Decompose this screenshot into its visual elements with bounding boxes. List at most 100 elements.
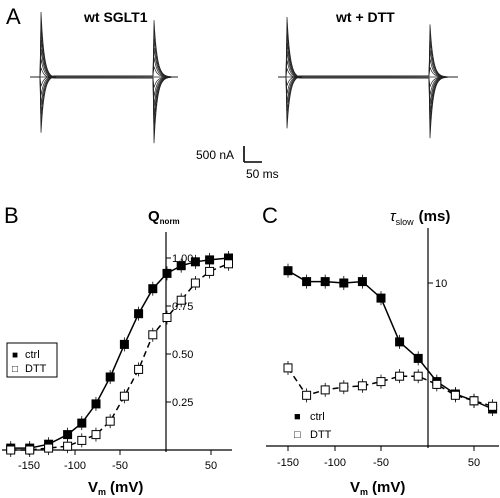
panel-c-legend-marker-ctrl: ■ bbox=[294, 411, 301, 423]
panel-c-point-DTT bbox=[469, 396, 479, 406]
panel-c-ylabel-unit: (ms) bbox=[419, 208, 451, 225]
panel-c-point-DTT bbox=[357, 381, 367, 391]
panel-label-b: B bbox=[4, 203, 19, 228]
panel-c-point-DTT bbox=[302, 390, 312, 400]
panel-b-point-DTT bbox=[6, 445, 16, 455]
panel-label-a: A bbox=[6, 4, 21, 29]
panel-b-point-DTT bbox=[176, 295, 186, 305]
panel-c-point-DTT bbox=[320, 385, 330, 395]
panel-c-x-tick-label: -150 bbox=[277, 457, 299, 469]
panel-b: B Qnorm Vm (mV) -150 -100 -50 50 1.00 0.7… bbox=[2, 203, 233, 497]
panel-b-ylabel-main: Q bbox=[148, 208, 160, 225]
panel-c-x-tick-label: -50 bbox=[373, 457, 389, 469]
panel-b-legend-label-ctrl: ctrl bbox=[25, 349, 40, 361]
current-trace bbox=[278, 58, 459, 95]
panel-b-x-tick-label: -100 bbox=[64, 460, 86, 472]
current-trace bbox=[30, 20, 179, 133]
scale-current-label: 500 nA bbox=[196, 148, 234, 162]
panel-c-legend-label-ctrl: ctrl bbox=[310, 411, 325, 423]
current-traces-dtt bbox=[278, 16, 459, 139]
panel-b-point-DTT bbox=[44, 443, 54, 453]
panel-c-xlabel-unit: (mV) bbox=[372, 479, 405, 496]
panel-c-x-tick-label: -100 bbox=[324, 457, 346, 469]
panel-b-point-ctrl bbox=[190, 257, 200, 267]
panel-a: A wt SGLT1 wt + DTT 500 nA 50 ms bbox=[6, 4, 459, 181]
panel-c-x-axis-label: Vm (mV) bbox=[350, 479, 405, 497]
scale-time-label: 50 ms bbox=[246, 167, 279, 181]
panel-c-point-DTT bbox=[283, 363, 293, 373]
current-traces-ctrl bbox=[30, 11, 179, 144]
current-trace bbox=[278, 51, 459, 104]
panel-b-y-ticks bbox=[166, 257, 171, 403]
panel-c-point-ctrl bbox=[302, 277, 312, 287]
panel-b-point-ctrl bbox=[134, 309, 144, 319]
panel-b-point-ctrl bbox=[119, 339, 129, 349]
panel-b-x-tick-label: 50 bbox=[205, 460, 217, 472]
panel-b-point-DTT bbox=[134, 364, 144, 374]
panel-b-point-ctrl bbox=[205, 255, 215, 265]
panel-c-legend: ■ ctrl □ DTT bbox=[294, 411, 332, 441]
panel-b-point-DTT bbox=[205, 266, 215, 276]
panel-c-point-ctrl bbox=[357, 277, 367, 287]
panel-c-point-ctrl bbox=[320, 277, 330, 287]
panel-b-y-tick-label: 0.25 bbox=[172, 397, 193, 409]
panel-b-point-DTT bbox=[63, 441, 73, 451]
panel-c-fit-ctrl bbox=[287, 270, 493, 410]
panel-b-xlabel-sub: m bbox=[98, 487, 106, 497]
panel-b-x-axis-label: Vm (mV) bbox=[88, 479, 143, 497]
panel-c-point-ctrl bbox=[413, 353, 423, 363]
panel-b-y-axis-label: Qnorm bbox=[148, 208, 180, 226]
panel-b-point-DTT bbox=[224, 259, 233, 269]
panel-b-point-DTT bbox=[91, 430, 101, 440]
panel-b-legend-box bbox=[6, 342, 58, 378]
panel-b-point-ctrl bbox=[162, 268, 172, 278]
panel-b-x-tick-label: -50 bbox=[112, 460, 128, 472]
panel-b-point-ctrl bbox=[176, 261, 186, 271]
panel-c-legend-label-dtt: DTT bbox=[310, 429, 332, 441]
panel-c-ylabel-sym: τ bbox=[390, 208, 397, 225]
panel-b-x-ticks bbox=[28, 450, 212, 455]
panel-b-point-DTT bbox=[105, 416, 115, 426]
panel-c: C τslow (ms) Vm (mV) -150 -100 -50 50 10 ■… bbox=[262, 203, 499, 497]
panel-b-legend-label-dtt: DTT bbox=[25, 363, 47, 375]
panel-b-point-DTT bbox=[77, 435, 87, 445]
panel-b-xlabel-unit: (mV) bbox=[110, 479, 143, 496]
panel-a-left-title: wt SGLT1 bbox=[83, 9, 148, 25]
panel-c-point-ctrl bbox=[395, 337, 405, 347]
panel-label-c: C bbox=[262, 203, 278, 228]
panel-c-point-DTT bbox=[450, 390, 460, 400]
panel-b-marks bbox=[6, 251, 233, 457]
panel-b-point-ctrl bbox=[148, 284, 158, 294]
current-trace bbox=[278, 24, 459, 129]
panel-b-point-ctrl bbox=[105, 372, 115, 382]
panel-b-point-ctrl bbox=[77, 418, 87, 428]
scale-bar: 500 nA 50 ms bbox=[196, 146, 279, 181]
panel-c-legend-marker-dtt: □ bbox=[294, 429, 301, 441]
panel-b-point-ctrl bbox=[91, 399, 101, 409]
panel-b-point-DTT bbox=[25, 445, 35, 455]
current-trace bbox=[278, 59, 459, 96]
panel-b-legend-marker-dtt: □ bbox=[12, 364, 18, 375]
panel-c-marks bbox=[283, 263, 498, 417]
panel-c-point-DTT bbox=[395, 371, 405, 381]
panel-a-right-title: wt + DTT bbox=[335, 9, 395, 25]
panel-b-x-tick-label: -150 bbox=[18, 460, 40, 472]
panel-c-x-tick-label: 50 bbox=[468, 457, 480, 469]
current-trace bbox=[278, 67, 458, 86]
panel-b-ylabel-sub: norm bbox=[160, 217, 180, 226]
panel-c-point-ctrl bbox=[339, 278, 349, 288]
panel-c-xlabel-sub: m bbox=[360, 487, 368, 497]
panel-b-fit-DTT bbox=[10, 263, 229, 451]
panel-b-point-DTT bbox=[162, 313, 172, 322]
panel-c-point-DTT bbox=[488, 401, 498, 411]
panel-b-point-DTT bbox=[119, 391, 129, 401]
panel-c-xlabel-main: V bbox=[350, 479, 360, 496]
panel-c-point-DTT bbox=[413, 371, 423, 381]
panel-c-point-ctrl bbox=[376, 293, 386, 303]
panel-c-y-axis-label: τslow (ms) bbox=[390, 208, 450, 227]
panel-b-point-ctrl bbox=[63, 430, 73, 440]
panel-b-xlabel-main: V bbox=[88, 479, 98, 496]
panel-b-y-tick-label: 0.50 bbox=[172, 349, 193, 361]
panel-b-point-DTT bbox=[148, 330, 158, 340]
